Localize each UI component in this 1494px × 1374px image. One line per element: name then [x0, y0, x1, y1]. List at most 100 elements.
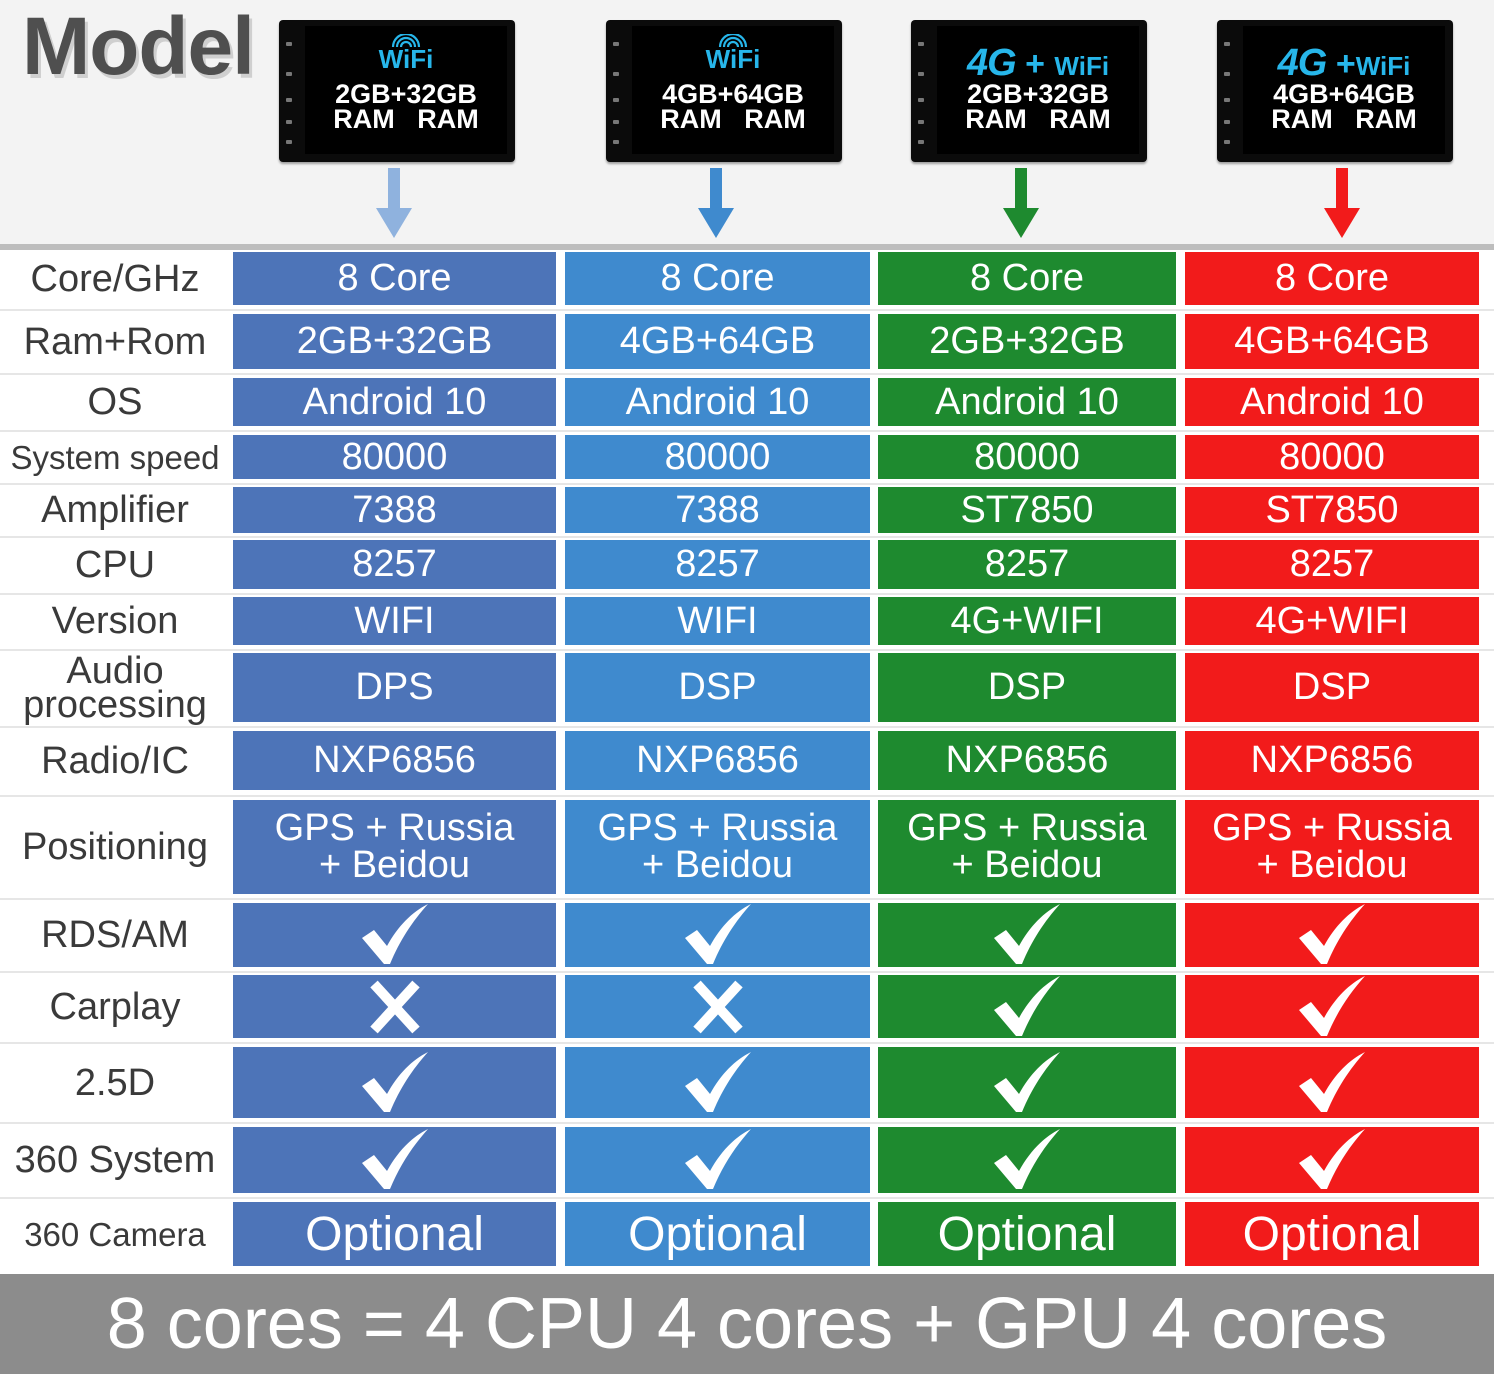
cell-value: Optional — [628, 1207, 807, 1261]
table-cell — [1185, 903, 1479, 967]
table-cell — [233, 1047, 556, 1118]
cell-value: Android 10 — [625, 380, 810, 423]
table-cell: Optional — [565, 1202, 870, 1266]
table-cell: NXP6856 — [878, 731, 1176, 790]
cell-value: 7388 — [675, 488, 760, 531]
table-cell — [878, 1127, 1176, 1193]
cell-value: DSP — [987, 666, 1067, 708]
cell-value: 2GB+32GB — [296, 320, 493, 362]
table-cell: 8 Core — [233, 252, 556, 305]
table-cell: 80000 — [565, 435, 870, 479]
cell-value: 4GB+64GB — [1234, 320, 1430, 362]
row-label: Audio processing — [0, 652, 230, 724]
row-separator — [0, 430, 1494, 432]
cell-value: DPS — [355, 666, 434, 708]
table-cell: Android 10 — [1185, 378, 1479, 426]
table-cell: DSP — [565, 653, 870, 722]
device-ram-rom-label: 2GB+32GB RAM RAM — [965, 79, 1111, 134]
table-cell: DSP — [878, 653, 1176, 722]
table-cell: GPS + Russia + Beidou — [233, 800, 556, 894]
row-label: System speed — [0, 435, 230, 479]
table-cell: 7388 — [233, 487, 556, 533]
cell-value: GPS + Russia + Beidou — [274, 807, 515, 886]
row-label: 360 System — [0, 1127, 230, 1193]
checkmark-icon — [994, 975, 1060, 1036]
table-cell: DSP — [1185, 653, 1479, 722]
cell-value: 7388 — [352, 488, 437, 531]
table-cell: 4GB+64GB — [1185, 314, 1479, 369]
table-cell — [233, 903, 556, 967]
table-cell: 8 Core — [878, 252, 1176, 305]
device-side-buttons — [279, 20, 303, 162]
table-cell — [878, 903, 1176, 967]
cell-value: 80000 — [341, 435, 448, 478]
wifi-icon — [718, 34, 748, 48]
table-cell: 8257 — [233, 540, 556, 589]
cell-value: 8 Core — [1274, 257, 1390, 299]
table-cell: GPS + Russia + Beidou — [1185, 800, 1479, 894]
row-label: Version — [0, 597, 230, 645]
row-separator — [0, 726, 1494, 728]
table-cell: 80000 — [233, 435, 556, 479]
cell-value: Android 10 — [935, 380, 1119, 423]
table-cell: Optional — [878, 1202, 1176, 1266]
table-cell: ST7850 — [1185, 487, 1479, 533]
cell-value: 8257 — [984, 543, 1070, 585]
table-cell — [1185, 1127, 1479, 1193]
device-screen: 4G + WiFi 2GB+32GB RAM RAM — [937, 26, 1139, 154]
cell-value: 8 Core — [337, 257, 452, 299]
cell-value: 8257 — [675, 543, 760, 585]
table-cell — [233, 975, 556, 1038]
row-label: Core/GHz — [0, 252, 230, 305]
row-separator — [0, 483, 1494, 485]
table-cell — [878, 1047, 1176, 1118]
row-label: OS — [0, 378, 230, 426]
cell-value: 4G+WIFI — [1255, 599, 1409, 642]
down-arrow-icon — [698, 168, 734, 238]
device-side-buttons — [1217, 20, 1241, 162]
checkmark-icon — [684, 1051, 751, 1112]
row-separator — [0, 1197, 1494, 1199]
head-unit-image-1: WiFi 2GB+32GB RAM RAM — [279, 20, 515, 162]
table-cell: DPS — [233, 653, 556, 722]
checkmark-icon — [1299, 1129, 1365, 1189]
cell-value: NXP6856 — [945, 739, 1109, 781]
cell-value: 4GB+64GB — [619, 320, 816, 362]
head-unit-image-2: WiFi 4GB+64GB RAM RAM — [606, 20, 842, 162]
device-side-buttons — [606, 20, 630, 162]
row-separator — [0, 795, 1494, 797]
table-cell: NXP6856 — [1185, 731, 1479, 790]
row-separator — [0, 373, 1494, 375]
checkmark-icon — [361, 1051, 428, 1112]
table-cell: 4G+WIFI — [878, 597, 1176, 645]
row-separator — [0, 649, 1494, 651]
device-ram-rom-label: 2GB+32GB RAM RAM — [333, 79, 479, 134]
table-cell: 8 Core — [565, 252, 870, 305]
table-cell: Android 10 — [233, 378, 556, 426]
cross-icon — [692, 980, 743, 1033]
table-cell — [565, 975, 870, 1038]
device-network-label: 4G + WiFi — [966, 42, 1110, 84]
cell-value: ST7850 — [960, 488, 1094, 531]
table-cell: 8257 — [878, 540, 1176, 589]
cell-value: GPS + Russia + Beidou — [597, 807, 838, 886]
device-side-buttons — [911, 20, 935, 162]
row-separator — [0, 971, 1494, 973]
row-separator — [0, 536, 1494, 538]
wifi-icon — [391, 34, 421, 48]
table-cell: 7388 — [565, 487, 870, 533]
cell-value: ST7850 — [1265, 488, 1399, 531]
cell-value: WIFI — [677, 599, 758, 642]
table-cell: Optional — [233, 1202, 556, 1266]
row-label: Carplay — [0, 975, 230, 1038]
row-separator — [0, 1122, 1494, 1124]
checkmark-icon — [994, 904, 1060, 964]
checkmark-icon — [361, 1129, 428, 1189]
device-screen: WiFi 4GB+64GB RAM RAM — [632, 26, 834, 154]
table-cell: NXP6856 — [565, 731, 870, 790]
cell-value: 80000 — [1279, 435, 1385, 478]
cell-value: 8 Core — [660, 257, 775, 299]
table-cell: ST7850 — [878, 487, 1176, 533]
table-cell — [565, 1047, 870, 1118]
cell-value: GPS + Russia + Beidou — [907, 807, 1147, 886]
